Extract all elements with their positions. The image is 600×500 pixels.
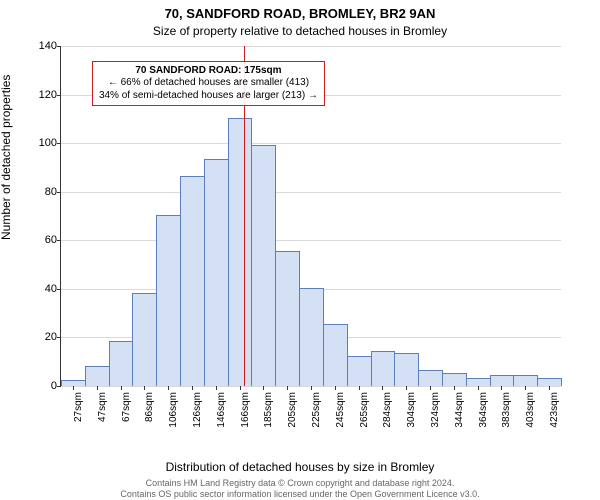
histogram-bar <box>323 324 348 386</box>
xtick-mark <box>430 386 431 390</box>
ytick-label: 0 <box>27 380 57 392</box>
histogram-bar <box>109 341 134 386</box>
xtick-label: 284sqm <box>382 392 393 452</box>
histogram-bar <box>537 378 562 386</box>
ytick-label: 80 <box>27 186 57 198</box>
chart-container: 70, SANDFORD ROAD, BROMLEY, BR2 9AN Size… <box>0 0 600 500</box>
info-box-line3: 34% of semi-detached houses are larger (… <box>99 90 318 103</box>
histogram-bar <box>442 373 467 386</box>
xtick-mark <box>454 386 455 390</box>
xtick-label: 403sqm <box>525 392 536 452</box>
chart-area: 02040608010012014027sqm47sqm67sqm86sqm10… <box>60 46 561 387</box>
info-box-line2: ← 66% of detached houses are smaller (41… <box>99 77 318 90</box>
attribution-line1: Contains HM Land Registry data © Crown c… <box>0 478 600 488</box>
xtick-mark <box>240 386 241 390</box>
ytick-mark <box>57 46 61 47</box>
ytick-mark <box>57 240 61 241</box>
xtick-mark <box>501 386 502 390</box>
xtick-label: 185sqm <box>263 392 274 452</box>
info-box-line1: 70 SANDFORD ROAD: 175sqm <box>99 65 318 78</box>
xtick-label: 67sqm <box>121 392 132 452</box>
histogram-bar <box>85 366 110 386</box>
histogram-bar <box>275 251 300 386</box>
xtick-mark <box>168 386 169 390</box>
xtick-label: 304sqm <box>406 392 417 452</box>
xtick-mark <box>335 386 336 390</box>
xtick-label: 245sqm <box>335 392 346 452</box>
xtick-label: 344sqm <box>454 392 465 452</box>
gridline <box>61 46 561 47</box>
xtick-label: 423sqm <box>549 392 560 452</box>
xtick-label: 383sqm <box>501 392 512 452</box>
ytick-mark <box>57 386 61 387</box>
xtick-label: 225sqm <box>311 392 322 452</box>
page-title: 70, SANDFORD ROAD, BROMLEY, BR2 9AN <box>0 6 600 21</box>
ytick-mark <box>57 289 61 290</box>
xtick-mark <box>359 386 360 390</box>
ytick-label: 20 <box>27 331 57 343</box>
xtick-mark <box>311 386 312 390</box>
ytick-mark <box>57 337 61 338</box>
histogram-bar <box>394 353 419 386</box>
xtick-mark <box>97 386 98 390</box>
histogram-bar <box>156 215 181 386</box>
histogram-bar <box>251 145 276 386</box>
histogram-bar <box>204 159 229 386</box>
ytick-mark <box>57 143 61 144</box>
gridline <box>61 192 561 193</box>
x-axis-label: Distribution of detached houses by size … <box>0 460 600 474</box>
histogram-bar <box>466 378 491 386</box>
xtick-mark <box>382 386 383 390</box>
xtick-mark <box>478 386 479 390</box>
xtick-label: 205sqm <box>287 392 298 452</box>
xtick-mark <box>144 386 145 390</box>
histogram-bar <box>513 375 538 386</box>
ytick-label: 140 <box>27 40 57 52</box>
xtick-label: 126sqm <box>192 392 203 452</box>
xtick-label: 146sqm <box>216 392 227 452</box>
xtick-label: 324sqm <box>430 392 441 452</box>
histogram-bar <box>371 351 396 386</box>
xtick-label: 27sqm <box>73 392 84 452</box>
xtick-mark <box>549 386 550 390</box>
ytick-label: 40 <box>27 283 57 295</box>
ytick-label: 100 <box>27 137 57 149</box>
xtick-label: 47sqm <box>97 392 108 452</box>
xtick-mark <box>73 386 74 390</box>
xtick-label: 166sqm <box>240 392 251 452</box>
xtick-label: 106sqm <box>168 392 179 452</box>
xtick-mark <box>121 386 122 390</box>
histogram-bar <box>347 356 372 386</box>
histogram-bar <box>228 118 253 386</box>
xtick-label: 364sqm <box>478 392 489 452</box>
xtick-mark <box>263 386 264 390</box>
xtick-label: 265sqm <box>359 392 370 452</box>
histogram-bar <box>490 375 515 386</box>
xtick-mark <box>287 386 288 390</box>
histogram-bar <box>132 293 157 386</box>
ytick-label: 120 <box>27 89 57 101</box>
gridline <box>61 143 561 144</box>
gridline <box>61 240 561 241</box>
histogram-bar <box>299 288 324 386</box>
xtick-mark <box>406 386 407 390</box>
y-axis-label: Number of detached properties <box>0 75 13 240</box>
ytick-mark <box>57 95 61 96</box>
ytick-label: 60 <box>27 234 57 246</box>
histogram-bar <box>180 176 205 386</box>
ytick-mark <box>57 192 61 193</box>
xtick-label: 86sqm <box>144 392 155 452</box>
xtick-mark <box>216 386 217 390</box>
histogram-bar <box>418 370 443 386</box>
xtick-mark <box>192 386 193 390</box>
info-box: 70 SANDFORD ROAD: 175sqm← 66% of detache… <box>92 61 325 107</box>
attribution-line2: Contains OS public sector information li… <box>0 489 600 499</box>
page-subtitle: Size of property relative to detached ho… <box>0 24 600 38</box>
xtick-mark <box>525 386 526 390</box>
